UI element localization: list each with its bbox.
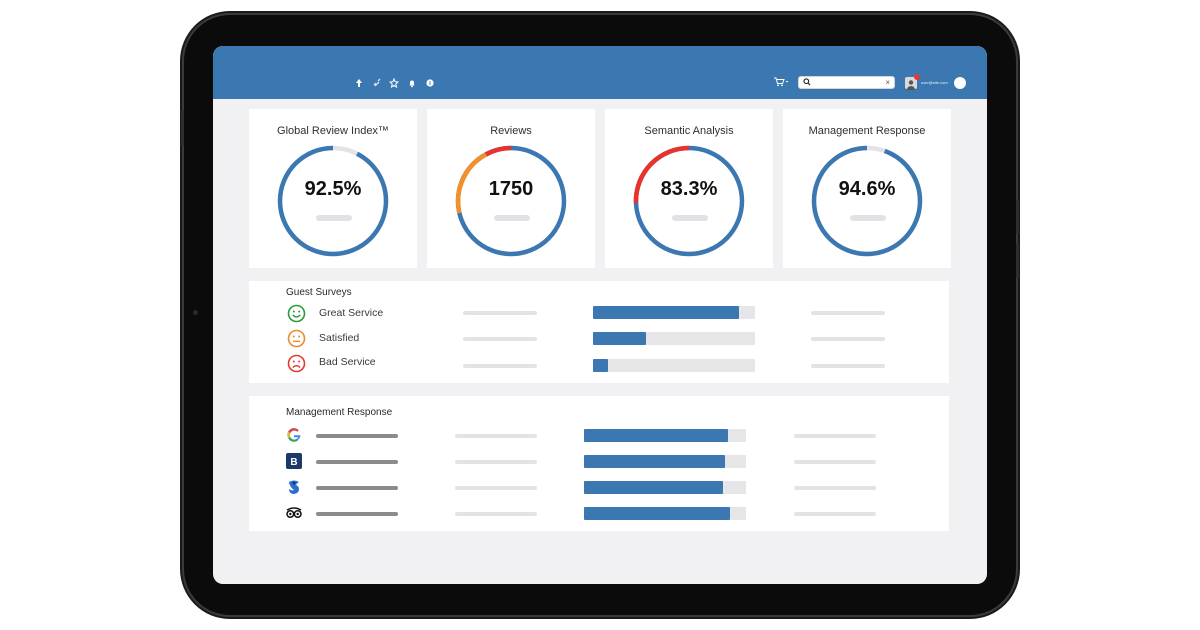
- kpi-card-global-review-index[interactable]: Global Review Index™ 92.5%: [249, 109, 417, 268]
- star-icon[interactable]: [388, 77, 400, 89]
- response-bar-fill: [584, 507, 730, 520]
- kpi-subtitle-placeholder: [494, 215, 530, 221]
- bell-icon[interactable]: [407, 78, 417, 88]
- booking-letter: B: [290, 457, 297, 468]
- clear-search-icon[interactable]: ×: [885, 78, 890, 87]
- info-icon[interactable]: [425, 78, 435, 88]
- camera-dot: [193, 310, 198, 315]
- source-name-placeholder: [316, 434, 398, 438]
- side-button: [181, 110, 184, 146]
- theme-toggle[interactable]: [954, 77, 966, 89]
- kpi-value: 1750: [488, 178, 534, 200]
- user-email[interactable]: user@site.com: [921, 80, 948, 85]
- placeholder-line: [811, 364, 885, 368]
- survey-label: Bad Service: [319, 356, 376, 368]
- kpi-value: 83.3%: [660, 178, 718, 200]
- kpi-card-management-response[interactable]: Management Response 94.6%: [783, 109, 951, 268]
- volume-button-2: [1016, 244, 1019, 278]
- google-icon: [287, 428, 301, 442]
- top-navigation-bar: × user@site.com: [213, 46, 987, 99]
- search-input[interactable]: [813, 78, 883, 88]
- response-bar-fill: [584, 481, 724, 494]
- placeholder-line: [811, 337, 885, 341]
- avatar[interactable]: [905, 77, 917, 90]
- survey-label: Great Service: [319, 307, 384, 319]
- kpi-subtitle-placeholder: [316, 215, 352, 221]
- kpi-title: Reviews: [490, 125, 532, 137]
- guest-surveys-panel: Guest Surveys Great Service Satisfied: [249, 281, 949, 383]
- placeholder-line: [794, 486, 876, 490]
- placeholder-line: [455, 512, 537, 516]
- survey-bar-track: [593, 332, 755, 345]
- source-name-placeholder: [316, 460, 398, 464]
- global-review-index-gauge: [277, 145, 389, 257]
- management-response-panel: Management Response B: [249, 396, 949, 531]
- placeholder-line: [463, 337, 537, 341]
- placeholder-line: [455, 460, 537, 464]
- panel-title: Guest Surveys: [286, 287, 352, 298]
- survey-bar-fill: [593, 306, 739, 319]
- placeholder-line: [811, 311, 885, 315]
- volume-button: [1016, 200, 1019, 234]
- reviews-gauge: [455, 145, 567, 257]
- happy-face-icon: [287, 304, 306, 323]
- neutral-face-icon: [287, 329, 306, 348]
- tripadvisor-icon: [286, 507, 302, 519]
- placeholder-line: [455, 434, 537, 438]
- response-bar-track: [584, 429, 746, 442]
- source-name-placeholder: [316, 512, 398, 516]
- placeholder-line: [794, 460, 876, 464]
- response-bar-track: [584, 481, 746, 494]
- trivago-icon: [289, 480, 299, 494]
- kpi-card-semantic-analysis[interactable]: Semantic Analysis 83.3%: [605, 109, 773, 268]
- kpi-title: Semantic Analysis: [644, 125, 734, 137]
- placeholder-line: [463, 364, 537, 368]
- panel-title: Management Response: [286, 407, 393, 418]
- kpi-card-reviews[interactable]: Reviews 1750: [427, 109, 595, 268]
- placeholder-line: [794, 434, 876, 438]
- kpi-subtitle-placeholder: [672, 215, 708, 221]
- kpi-value: 92.5%: [304, 178, 362, 200]
- response-bar-fill: [584, 429, 729, 442]
- search-box[interactable]: ×: [798, 76, 895, 89]
- notification-badge: [914, 74, 920, 80]
- response-bar-fill: [584, 455, 725, 468]
- placeholder-line: [463, 311, 537, 315]
- kpi-value: 94.6%: [838, 178, 896, 200]
- kpi-title: Management Response: [808, 125, 926, 137]
- booking-icon: B: [286, 453, 302, 469]
- survey-bar-track: [593, 306, 755, 319]
- source-name-placeholder: [316, 486, 398, 490]
- response-bar-track: [584, 507, 746, 520]
- link-icon[interactable]: [372, 78, 382, 88]
- placeholder-line: [794, 512, 876, 516]
- sad-face-icon: [287, 354, 306, 373]
- survey-label: Satisfied: [319, 332, 360, 344]
- survey-bar-fill: [593, 332, 647, 345]
- semantic-analysis-gauge: [633, 145, 745, 257]
- search-icon: [803, 77, 811, 90]
- survey-bar-fill: [593, 359, 608, 372]
- app-screen: × user@site.com Global Review Index™ 92.…: [213, 46, 987, 584]
- cart-icon[interactable]: [773, 77, 789, 89]
- survey-bar-track: [593, 359, 755, 372]
- kpi-title: Global Review Index™: [277, 125, 389, 137]
- kpi-subtitle-placeholder: [850, 215, 886, 221]
- management-response-gauge: [811, 145, 923, 257]
- response-bar-track: [584, 455, 746, 468]
- placeholder-line: [455, 486, 537, 490]
- upload-icon[interactable]: [354, 78, 364, 88]
